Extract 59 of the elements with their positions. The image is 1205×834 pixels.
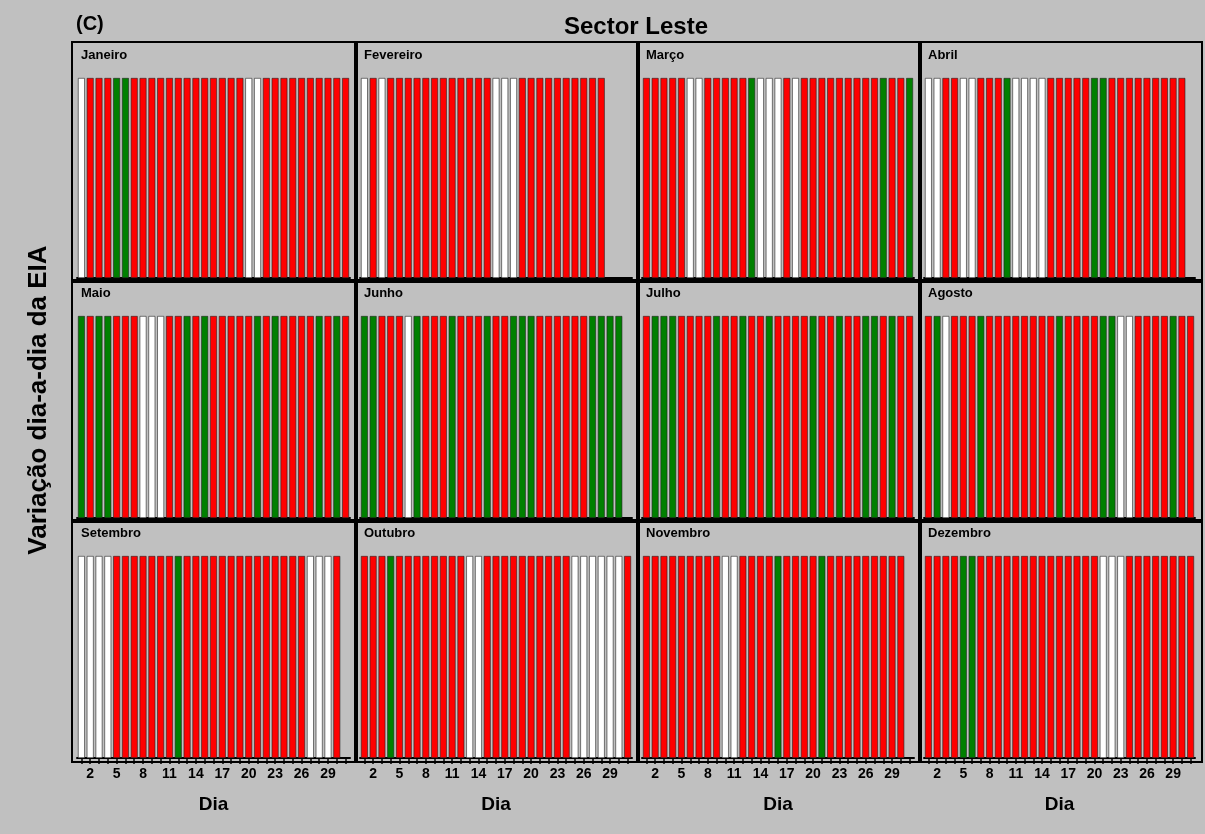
x-tick-label: 20 bbox=[1086, 765, 1103, 781]
x-tick-label: 20 bbox=[523, 765, 540, 781]
x-tick-label: 2 bbox=[651, 765, 660, 781]
x-tick-label: 8 bbox=[139, 765, 148, 781]
x-tick-label: 20 bbox=[805, 765, 822, 781]
x-tick-label: 29 bbox=[1165, 765, 1182, 781]
x-tick-label: 11 bbox=[1008, 765, 1024, 781]
x-tick-label: 8 bbox=[985, 765, 994, 781]
x-tick-label: 11 bbox=[726, 765, 742, 781]
x-tick-label: 14 bbox=[752, 765, 769, 781]
y-axis-title: Variação dia-a-dia da EIA bbox=[22, 244, 53, 557]
x-tick-label: 26 bbox=[575, 765, 592, 781]
x-tick-label: 5 bbox=[677, 765, 686, 781]
x-tick-label: 5 bbox=[395, 765, 404, 781]
x-axis-title: Dia bbox=[763, 793, 794, 814]
x-tick-label: 14 bbox=[188, 765, 204, 781]
x-tick-label: 23 bbox=[1112, 765, 1129, 781]
x-tick-label: 11 bbox=[444, 765, 460, 781]
x-tick-label: 26 bbox=[857, 765, 874, 781]
chart-title: Fevereiro bbox=[364, 47, 423, 62]
x-tick-label: 29 bbox=[320, 765, 336, 781]
chart-title: Junho bbox=[364, 285, 404, 300]
x-tick-label: 17 bbox=[496, 765, 513, 781]
x-tick-label: 8 bbox=[421, 765, 430, 781]
x-tick-label: 26 bbox=[293, 765, 310, 781]
chart-title: Outubro bbox=[364, 525, 416, 540]
x-tick-label: 29 bbox=[602, 765, 619, 781]
chart-title: Setembro bbox=[81, 525, 142, 540]
x-axis-title: Dia bbox=[1044, 793, 1075, 814]
chart-title: Dezembro bbox=[928, 525, 991, 540]
chart-title: Março bbox=[646, 47, 685, 62]
x-tick-label: 17 bbox=[1060, 765, 1077, 781]
x-tick-label: 23 bbox=[549, 765, 566, 781]
chart-title: Maio bbox=[81, 285, 111, 300]
x-tick-label: 14 bbox=[1034, 765, 1051, 781]
x-tick-label: 23 bbox=[267, 765, 284, 781]
text: (C) bbox=[76, 12, 104, 35]
x-tick-label: 29 bbox=[884, 765, 901, 781]
x-axis-title: Dia bbox=[481, 793, 512, 814]
chart-title: Julho bbox=[646, 285, 681, 300]
x-axis-title: Dia bbox=[198, 793, 229, 814]
x-tick-label: 14 bbox=[470, 765, 487, 781]
x-tick-label: 23 bbox=[831, 765, 848, 781]
chart-title: Janeiro bbox=[81, 47, 128, 62]
x-tick-label: 17 bbox=[778, 765, 795, 781]
x-tick-label: 17 bbox=[214, 765, 231, 781]
x-tick-label: 2 bbox=[369, 765, 378, 781]
chart-title: Novembro bbox=[646, 525, 711, 540]
x-tick-label: 26 bbox=[1139, 765, 1155, 781]
x-tick-label: 5 bbox=[112, 765, 121, 781]
text: Sector Leste bbox=[563, 12, 709, 39]
x-tick-label: 5 bbox=[959, 765, 968, 781]
x-tick-label: 8 bbox=[703, 765, 712, 781]
x-tick-label: 2 bbox=[86, 765, 95, 781]
x-tick-label: 20 bbox=[240, 765, 257, 781]
x-tick-label: 2 bbox=[933, 765, 942, 781]
x-tick-label: 11 bbox=[162, 765, 178, 781]
chart-title: Agosto bbox=[928, 285, 973, 300]
chart-title: Abril bbox=[928, 47, 958, 62]
